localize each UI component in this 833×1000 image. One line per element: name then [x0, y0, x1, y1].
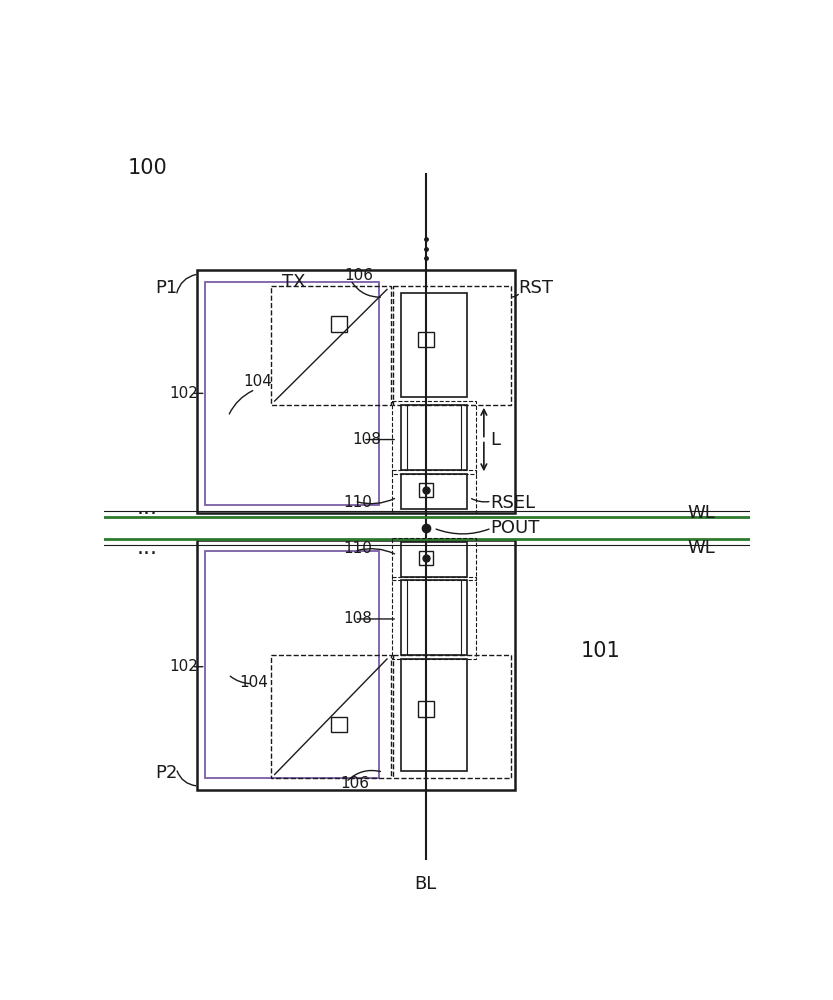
Text: L: L [490, 431, 500, 449]
Text: 101: 101 [581, 641, 620, 661]
Bar [401, 542, 466, 577]
Text: BL: BL [415, 875, 436, 893]
Text: RSEL: RSEL [490, 494, 535, 512]
Bar [332, 316, 347, 332]
Bar [392, 577, 476, 659]
Text: 108: 108 [343, 611, 372, 626]
Bar [401, 474, 466, 509]
Text: WL: WL [687, 504, 715, 522]
Text: ...: ... [137, 498, 157, 518]
Text: 104: 104 [243, 374, 272, 389]
Text: WL: WL [687, 539, 715, 557]
Text: POUT: POUT [490, 519, 540, 537]
Text: 110: 110 [343, 541, 372, 556]
Bar [419, 551, 432, 565]
Bar [401, 293, 466, 397]
Bar [205, 282, 379, 505]
Bar [332, 717, 347, 732]
Text: 108: 108 [352, 432, 381, 447]
Text: RST: RST [519, 279, 554, 297]
Text: P1: P1 [155, 279, 177, 297]
Bar [197, 540, 515, 790]
Text: 106: 106 [341, 776, 370, 791]
Text: P2: P2 [155, 764, 177, 782]
Bar [419, 483, 432, 497]
Bar [205, 551, 379, 778]
Bar [401, 659, 466, 771]
Bar [393, 286, 511, 405]
Text: ...: ... [137, 538, 157, 558]
Text: TX: TX [282, 273, 306, 291]
Bar [418, 332, 433, 347]
Bar [392, 538, 476, 580]
Bar [401, 580, 466, 655]
Text: 102: 102 [169, 659, 198, 674]
Text: 100: 100 [127, 158, 167, 178]
Text: 104: 104 [240, 675, 268, 690]
Bar [271, 655, 391, 778]
Bar [418, 701, 433, 717]
Text: 110: 110 [343, 495, 372, 510]
Bar [393, 655, 511, 778]
Bar [197, 270, 515, 513]
Bar [392, 401, 476, 474]
Bar [271, 286, 391, 405]
Bar [401, 405, 466, 470]
Text: 106: 106 [344, 268, 373, 283]
Text: 102: 102 [169, 386, 198, 401]
Bar [392, 470, 476, 513]
